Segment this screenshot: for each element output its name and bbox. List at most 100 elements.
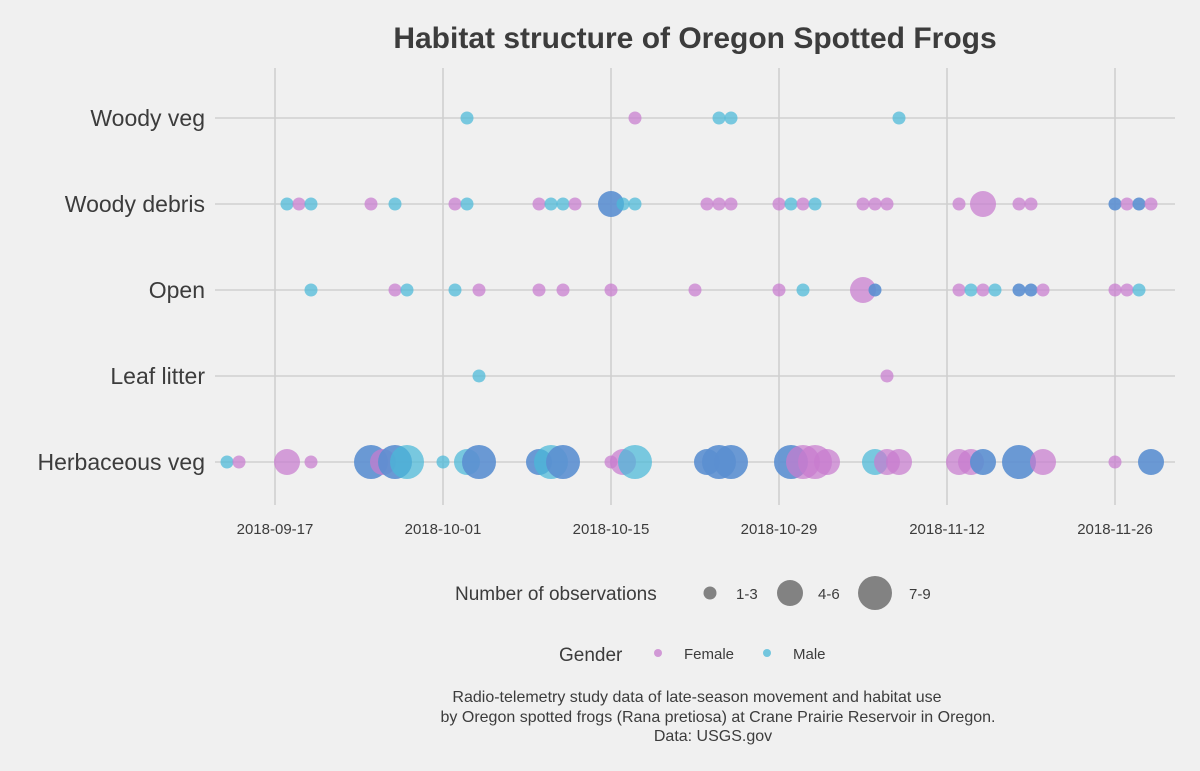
y-tick-label: Open: [149, 277, 205, 303]
data-point: [400, 283, 414, 297]
y-tick-label: Herbaceous veg: [38, 449, 206, 475]
data-point: [220, 455, 234, 469]
data-point: [598, 191, 624, 217]
data-point: [364, 197, 378, 211]
data-point: [796, 283, 810, 297]
data-point: [952, 197, 966, 211]
data-point: [784, 197, 798, 211]
caption-line-2: by Oregon spotted frogs (Rana pretiosa) …: [441, 709, 996, 726]
data-point: [618, 445, 652, 479]
data-point: [472, 369, 486, 383]
color-legend-label: Male: [793, 646, 826, 663]
data-point: [304, 197, 318, 211]
data-point: [970, 449, 996, 475]
size-legend-key: [777, 580, 803, 606]
data-point: [724, 111, 738, 125]
data-point: [604, 283, 618, 297]
data-point: [970, 191, 996, 217]
data-point: [304, 283, 318, 297]
data-point: [544, 197, 558, 211]
color-legend-key: [763, 649, 771, 657]
x-tick-label: 2018-10-15: [573, 521, 650, 538]
data-point: [388, 197, 402, 211]
data-point: [436, 455, 450, 469]
data-point: [712, 197, 726, 211]
data-point: [1144, 197, 1158, 211]
y-tick-label: Woody debris: [65, 191, 205, 217]
x-tick-label: 2018-11-26: [1077, 521, 1153, 538]
data-point: [1002, 445, 1036, 479]
data-point: [390, 445, 424, 479]
data-point: [1108, 283, 1122, 297]
data-point: [1012, 197, 1026, 211]
x-tick-label: 2018-09-17: [237, 521, 314, 538]
color-legend-key: [654, 649, 662, 657]
data-point: [1012, 283, 1026, 297]
data-point: [1030, 449, 1056, 475]
chart-title: Habitat structure of Oregon Spotted Frog…: [393, 22, 996, 55]
data-point: [700, 197, 714, 211]
data-point: [448, 283, 462, 297]
data-point: [546, 445, 580, 479]
size-legend: Number of observations 1-3 4-6 7-9: [455, 576, 931, 610]
data-point: [628, 197, 642, 211]
data-point: [1132, 197, 1146, 211]
data-point: [886, 449, 912, 475]
data-point: [460, 111, 474, 125]
size-legend-title: Number of observations: [455, 584, 657, 605]
data-point: [448, 197, 462, 211]
data-point: [850, 277, 876, 303]
color-legend-label: Female: [684, 646, 734, 663]
data-point: [714, 445, 748, 479]
data-point: [796, 197, 810, 211]
size-legend-label: 4-6: [818, 586, 840, 603]
data-point: [532, 197, 546, 211]
data-point: [568, 197, 582, 211]
data-points: [220, 111, 1164, 479]
data-point: [952, 283, 966, 297]
x-tick-label: 2018-10-01: [405, 521, 482, 538]
data-point: [1138, 449, 1164, 475]
data-point: [556, 283, 570, 297]
data-point: [892, 111, 906, 125]
x-tick-label: 2018-10-29: [741, 521, 818, 538]
data-point: [304, 455, 318, 469]
data-point: [772, 283, 786, 297]
data-point: [1036, 283, 1050, 297]
data-point: [856, 197, 870, 211]
data-point: [1024, 283, 1038, 297]
data-point: [712, 111, 726, 125]
data-point: [868, 283, 882, 297]
x-axis-labels: 2018-09-17 2018-10-01 2018-10-15 2018-10-29…: [237, 521, 1153, 538]
caption-line-3: Data: USGS.gov: [654, 728, 772, 745]
size-legend-key: [703, 586, 717, 600]
data-point: [988, 283, 1002, 297]
data-point: [388, 283, 402, 297]
data-point: [724, 197, 738, 211]
y-tick-label: Woody veg: [90, 105, 205, 131]
data-point: [1120, 197, 1134, 211]
data-point: [1132, 283, 1146, 297]
color-legend: Gender Female Male: [559, 645, 826, 666]
data-point: [472, 283, 486, 297]
caption-line-1: Radio-telemetry study data of late-seaso…: [452, 689, 941, 706]
size-legend-label: 1-3: [736, 586, 758, 603]
size-legend-label: 7-9: [909, 586, 931, 603]
data-point: [1108, 197, 1122, 211]
data-point: [964, 283, 978, 297]
data-point: [232, 455, 246, 469]
color-legend-title: Gender: [559, 645, 623, 666]
data-point: [1024, 197, 1038, 211]
data-point: [868, 197, 882, 211]
data-point: [280, 197, 294, 211]
data-point: [460, 197, 474, 211]
data-point: [688, 283, 702, 297]
data-point: [292, 197, 306, 211]
x-tick-label: 2018-11-12: [909, 521, 985, 538]
y-tick-label: Leaf litter: [110, 363, 205, 389]
data-point: [1120, 283, 1134, 297]
data-point: [616, 197, 630, 211]
data-point: [274, 449, 300, 475]
